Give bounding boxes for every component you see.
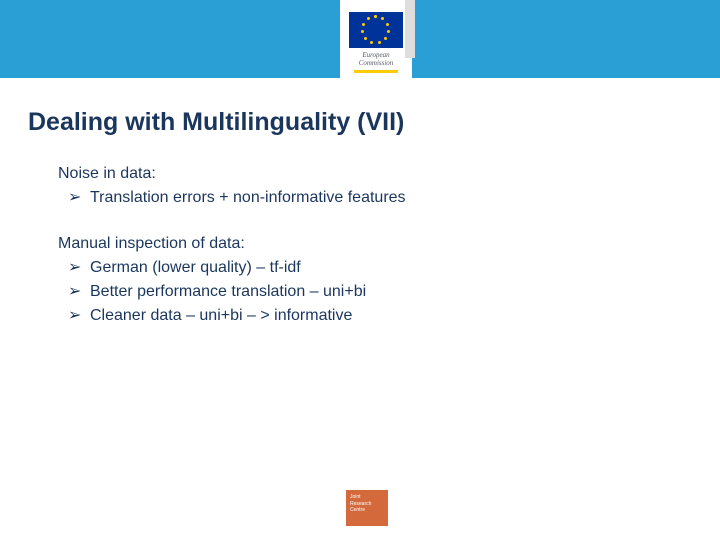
eu-flag-icon [349,12,403,48]
logo-text-line2: Commission [346,60,406,68]
section-1: Noise in data: Translation errors + non-… [58,162,680,210]
section-1-heading: Noise in data: [58,162,680,186]
slide-title: Dealing with Multilinguality (VII) [28,108,404,137]
section-2: Manual inspection of data: German (lower… [58,232,680,328]
logo-underline [354,70,398,73]
section-2-list: German (lower quality) – tf-idf Better p… [58,256,680,328]
slide-body: Noise in data: Translation errors + non-… [58,162,680,350]
logo-building-graphic [405,0,415,58]
footer-line3: Centre [350,507,384,514]
section-1-list: Translation errors + non-informative fea… [58,186,680,210]
list-item: Better performance translation – uni+bi [90,280,680,304]
ec-logo: European Commission [340,0,412,94]
footer-jrc-badge: Joint Research Centre [346,490,388,526]
section-2-heading: Manual inspection of data: [58,232,680,256]
list-item: German (lower quality) – tf-idf [90,256,680,280]
list-item: Translation errors + non-informative fea… [90,186,680,210]
list-item: Cleaner data – uni+bi – > informative [90,304,680,328]
